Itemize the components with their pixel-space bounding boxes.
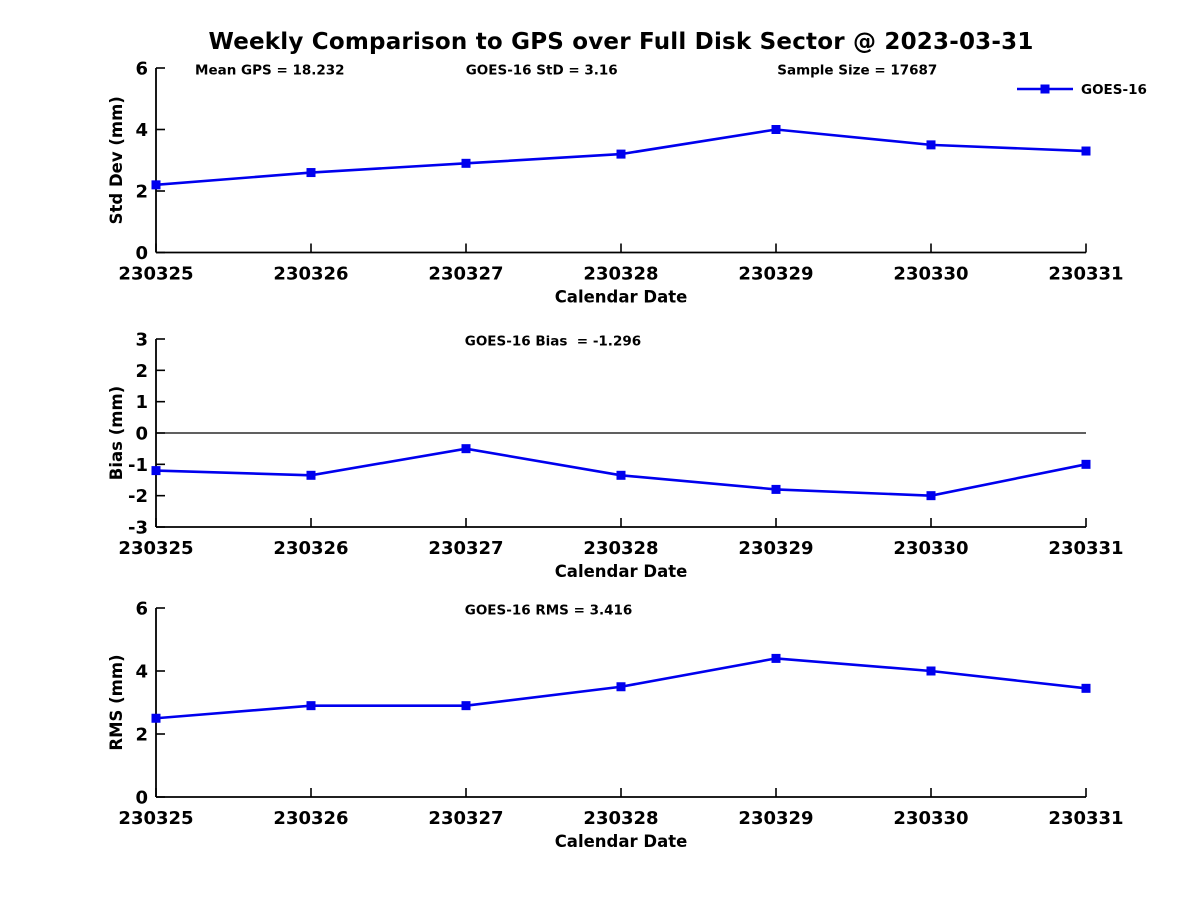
y-tick-label: 2 <box>135 182 148 203</box>
x-axis-title: Calendar Date <box>555 562 688 581</box>
data-point-marker <box>461 701 471 711</box>
data-point-marker <box>1081 683 1091 693</box>
x-tick-label: 230329 <box>738 538 813 559</box>
y-tick-label: -3 <box>128 518 148 539</box>
subplot-std-dev: 0 2 4 6 230325 230326 230327 230328 230329 230330… <box>107 59 1147 307</box>
x-tick-label: 230325 <box>118 808 193 829</box>
x-tick-label: 230329 <box>738 808 813 829</box>
data-point-marker <box>306 168 316 178</box>
data-point-marker <box>461 444 471 454</box>
subplot-bias: -3 -2 -1 0 1 2 3 230325 230326 230327 230328 230329… <box>107 330 1124 582</box>
data-point-marker <box>616 682 626 692</box>
annotation-text: Sample Size = 17687 <box>777 63 937 79</box>
data-point-marker <box>151 180 161 190</box>
data-point-marker <box>926 491 936 501</box>
x-tick-label: 230328 <box>583 538 658 559</box>
y-tick-label: 6 <box>135 599 148 620</box>
legend-label: GOES-16 <box>1081 82 1147 98</box>
annotation-text: GOES-16 StD = 3.16 <box>466 63 618 79</box>
y-tick-label: -2 <box>128 486 148 507</box>
y-tick-label: 6 <box>135 59 148 80</box>
x-tick-label: 230329 <box>738 264 813 285</box>
y-tick-label: 0 <box>135 788 148 809</box>
x-axis-title: Calendar Date <box>555 832 688 851</box>
x-tick-label: 230331 <box>1048 538 1123 559</box>
data-point-marker <box>771 484 781 494</box>
data-point-marker <box>151 713 161 723</box>
x-tick-label: 230331 <box>1048 264 1123 285</box>
y-axis-title: RMS (mm) <box>107 654 126 750</box>
data-point-marker <box>771 653 781 663</box>
y-tick-label: -1 <box>128 455 148 476</box>
y-tick-label: 1 <box>135 392 148 413</box>
x-tick-label: 230330 <box>893 264 968 285</box>
annotation-text: GOES-16 Bias = -1.296 <box>465 334 641 350</box>
x-tick-label: 230326 <box>273 808 348 829</box>
data-point-marker <box>926 140 936 150</box>
y-tick-label: 0 <box>135 424 148 445</box>
x-tick-label: 230325 <box>118 538 193 559</box>
data-point-marker <box>616 470 626 480</box>
x-axis-title: Calendar Date <box>555 288 688 307</box>
data-point-marker <box>926 666 936 676</box>
data-point-marker <box>461 158 471 168</box>
y-tick-label: 4 <box>135 662 148 683</box>
x-tick-label: 230327 <box>428 538 503 559</box>
y-axis-title: Std Dev (mm) <box>107 96 126 224</box>
x-tick-label: 230330 <box>893 808 968 829</box>
x-tick-label: 230328 <box>583 808 658 829</box>
y-tick-label: 2 <box>135 725 148 746</box>
data-point-marker <box>771 125 781 134</box>
y-tick-label: 3 <box>135 330 148 351</box>
y-tick-label: 4 <box>135 120 148 141</box>
figure-title: Weekly Comparison to GPS over Full Disk … <box>208 29 1034 55</box>
annotation-text: GOES-16 RMS = 3.416 <box>465 603 633 619</box>
legend-marker <box>1040 84 1050 94</box>
data-point-marker <box>151 466 161 476</box>
annotation-text: Mean GPS = 18.232 <box>195 63 345 79</box>
x-tick-label: 230331 <box>1048 808 1123 829</box>
subplot-rms: 0 2 4 6 230325 230326 230327 230328 230329 230330… <box>107 599 1124 852</box>
data-point-marker <box>616 149 626 159</box>
y-tick-label: 2 <box>135 361 148 382</box>
x-tick-label: 230326 <box>273 264 348 285</box>
data-point-marker <box>306 470 316 480</box>
x-tick-label: 230328 <box>583 264 658 285</box>
data-point-marker <box>306 701 316 711</box>
x-tick-label: 230330 <box>893 538 968 559</box>
y-tick-label: 0 <box>135 243 148 264</box>
data-point-marker <box>1081 146 1091 156</box>
x-tick-label: 230327 <box>428 808 503 829</box>
y-axis-title: Bias (mm) <box>107 386 126 480</box>
x-tick-label: 230327 <box>428 264 503 285</box>
x-tick-label: 230326 <box>273 538 348 559</box>
data-point-marker <box>1081 459 1091 469</box>
x-tick-label: 230325 <box>118 264 193 285</box>
